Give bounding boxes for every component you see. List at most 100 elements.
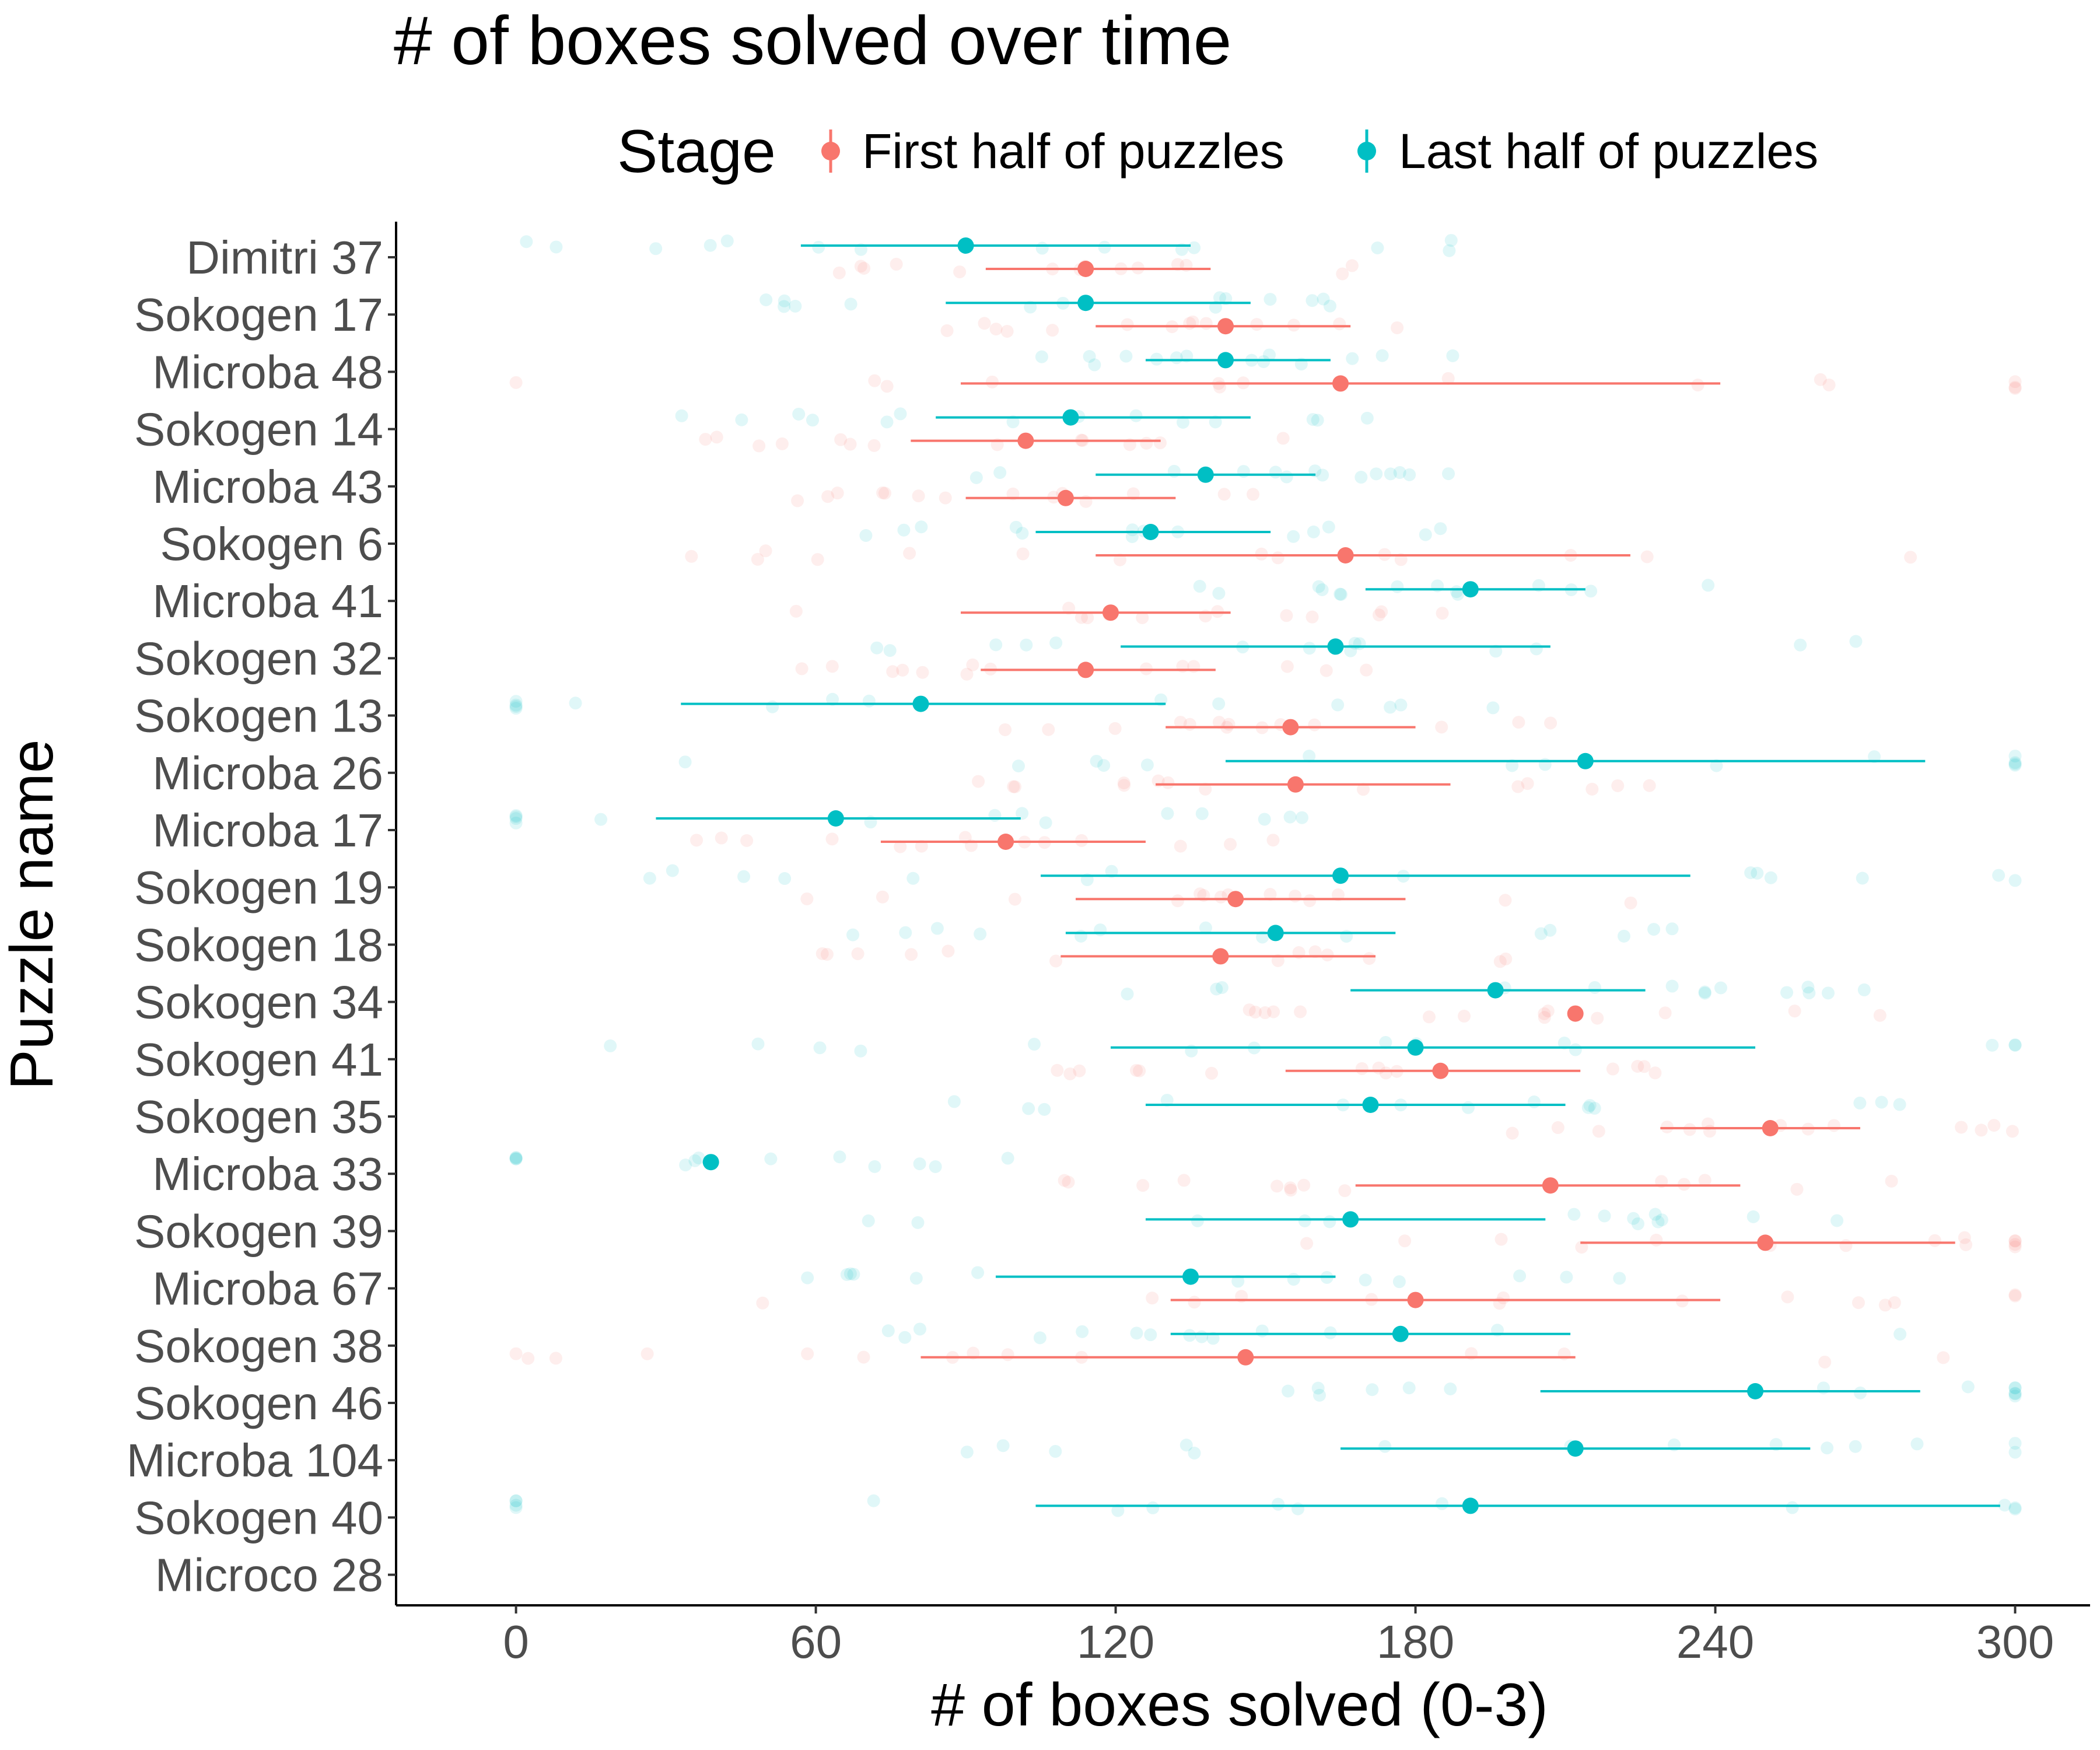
observation-dot [509,702,523,715]
observation-dot [509,1152,523,1166]
observation-dot [1441,372,1455,385]
observation-dot [1313,1388,1326,1402]
observation-dot [1372,608,1385,622]
observation-dot [1199,921,1212,935]
observation-dot [1114,553,1127,566]
observation-dot [1006,415,1020,429]
observation-dot [978,317,991,330]
observation-dot [760,293,773,307]
observation-dot [1051,1063,1064,1077]
observation-dot [812,240,825,254]
observation-dot [916,666,929,679]
observation-dot [1875,1096,1888,1109]
observation-dot [868,1160,881,1173]
observation-dot [1008,892,1021,906]
observation-dot [1780,986,1794,999]
mean-point-first-half-sokogen-39 [1757,1234,1774,1251]
observation-dot [1007,780,1020,793]
observation-dot [1248,1005,1262,1019]
observation-dot [1910,1437,1924,1451]
observation-dot [913,1157,926,1171]
observation-dot [1640,550,1654,564]
observation-dot [1267,1005,1280,1019]
observation-dot [1049,636,1063,650]
mean-point-last-half-sokogen-34 [1487,982,1504,999]
observation-dot [1183,1329,1196,1342]
observation-dot [867,1494,880,1507]
observation-dot [1489,645,1503,658]
observation-dot [1311,414,1324,427]
observation-dot [859,528,873,542]
observation-dot [1049,1445,1062,1458]
observation-dot [1255,1324,1269,1338]
observation-dot [2008,1240,2022,1254]
observation-dot [834,433,848,446]
observation-dot [993,466,1007,480]
observation-dot [509,1499,523,1512]
observation-dot [1651,1215,1665,1228]
observation-dot [1133,1064,1146,1077]
observation-dot [1075,834,1088,847]
mean-point-last-half-sokogen-39 [1342,1211,1359,1228]
observation-dot [813,1041,827,1055]
observation-dot [1276,432,1290,445]
y-axis-title: Puzzle name [0,739,66,1090]
observation-dot [1280,470,1293,484]
observation-dot [1849,1440,1862,1453]
observation-dot [825,832,839,846]
observation-dot [1658,1006,1672,1020]
observation-dot [1665,922,1679,936]
observation-dot [1130,1326,1143,1340]
observation-dot [1975,1124,1988,1137]
mean-point-last-half-sokogen-40 [1462,1497,1479,1514]
observation-dot [1012,760,1025,773]
observation-dot [883,644,897,657]
observation-dot [862,1214,875,1227]
mean-point-last-half-sokogen-32 [1327,638,1344,655]
legend-key-first-half [821,130,840,173]
legend-key-first-half-dot [821,142,840,160]
observation-dot [1209,300,1222,314]
observation-dot [1323,1215,1336,1228]
observation-dot [1271,551,1284,565]
observation-dot [847,1268,860,1281]
y-tick-label-microco-28: Microco 28 [155,1549,383,1601]
mean-point-last-half-dimitri-37 [957,237,974,254]
observation-dot [1360,411,1374,425]
observation-dot [649,242,663,256]
observation-dot [1074,929,1088,943]
observation-dot [766,700,779,713]
observation-dot [1567,1208,1581,1221]
observation-dot [640,1347,654,1360]
observation-dot [2008,758,2022,772]
observation-dot [1854,1386,1867,1399]
observation-dot [1849,635,1863,648]
observation-dot [1506,759,1519,772]
observation-dot [1345,259,1359,272]
observation-dot [1955,1121,1968,1134]
observation-dot [1317,292,1330,306]
observation-dot [1379,1035,1392,1049]
x-tick-label-60: 60 [790,1616,842,1668]
observation-dot [1665,979,1679,993]
legend-key-last-half-dot [1357,142,1376,160]
observation-dot [2008,382,2022,395]
observation-dot [1129,409,1143,422]
observation-dot [1028,1038,1041,1051]
observation-dot [870,641,884,654]
observation-dot [985,375,999,388]
observation-dot [2008,1038,2022,1052]
legend-key-last-half [1357,130,1376,173]
observation-dot [509,1151,523,1164]
observation-dot [2008,757,2022,771]
observation-dot [876,890,889,904]
observation-dot [886,665,900,678]
observation-dot [915,839,928,853]
observation-dot [1320,664,1333,677]
observation-dot [833,1150,846,1164]
observation-dot [929,1160,942,1173]
observation-dot [1210,982,1223,996]
observation-dot [594,813,608,826]
observation-dot [846,928,860,942]
observation-dot [1126,523,1139,537]
